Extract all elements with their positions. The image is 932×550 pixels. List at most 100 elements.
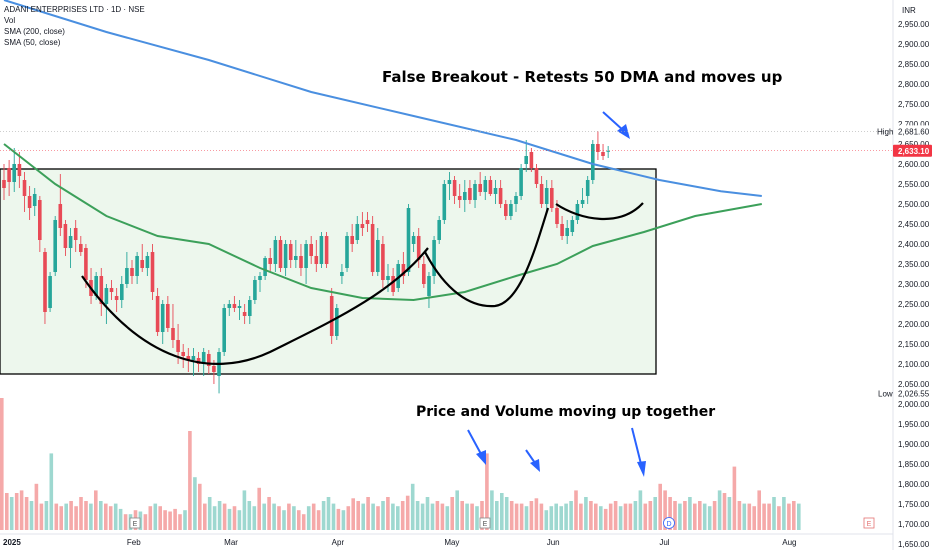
candle-body[interactable] — [278, 240, 283, 268]
candle-body[interactable] — [304, 244, 308, 268]
candle-body[interactable] — [12, 164, 16, 182]
candle-body[interactable] — [360, 224, 365, 228]
sma200-legend[interactable]: SMA (200, close) — [4, 27, 65, 36]
candle-body[interactable] — [473, 184, 477, 200]
candle-body[interactable] — [524, 156, 528, 164]
candle-body[interactable] — [186, 356, 191, 360]
candle-body[interactable] — [94, 276, 98, 296]
candle-body[interactable] — [340, 272, 344, 276]
candle-body[interactable] — [207, 354, 211, 366]
candle-body[interactable] — [422, 264, 426, 284]
candle-body[interactable] — [191, 356, 196, 360]
candle-body[interactable] — [242, 312, 247, 316]
candle-body[interactable] — [38, 200, 42, 240]
candle-body[interactable] — [457, 196, 462, 200]
candle-body[interactable] — [504, 204, 508, 216]
candle-body[interactable] — [232, 304, 237, 308]
candle-body[interactable] — [591, 144, 595, 180]
volume-legend[interactable]: Vol — [4, 16, 16, 25]
candle-body[interactable] — [258, 276, 262, 280]
candle-body[interactable] — [32, 194, 37, 206]
candle-body[interactable] — [43, 252, 47, 312]
candle-body[interactable] — [114, 296, 119, 300]
candle-body[interactable] — [63, 224, 68, 248]
earnings-marker-icon[interactable]: E — [863, 517, 875, 529]
candle-body[interactable] — [519, 168, 523, 196]
candle-body[interactable] — [171, 328, 175, 340]
candle-body[interactable] — [335, 308, 339, 336]
candle-body[interactable] — [145, 256, 150, 268]
candle-body[interactable] — [263, 258, 267, 276]
candle-body[interactable] — [452, 180, 457, 196]
candle-body[interactable] — [53, 220, 57, 272]
candle-body[interactable] — [606, 150, 610, 152]
candle-body[interactable] — [253, 280, 257, 300]
candle-body[interactable] — [104, 288, 109, 304]
candle-body[interactable] — [324, 236, 329, 264]
candle-body[interactable] — [401, 264, 406, 276]
candle-body[interactable] — [7, 168, 11, 182]
candle-body[interactable] — [309, 244, 313, 256]
candle-body[interactable] — [514, 196, 518, 204]
candle-body[interactable] — [570, 220, 575, 232]
candle-body[interactable] — [48, 276, 52, 308]
candle-body[interactable] — [237, 306, 242, 308]
candle-body[interactable] — [109, 288, 114, 292]
candle-body[interactable] — [416, 236, 421, 260]
candle-body[interactable] — [427, 276, 431, 296]
candle-body[interactable] — [314, 256, 319, 264]
candle-body[interactable] — [483, 180, 488, 192]
candle-body[interactable] — [299, 256, 303, 268]
candle-body[interactable] — [273, 240, 278, 264]
candle-body[interactable] — [406, 208, 411, 272]
candle-body[interactable] — [488, 180, 493, 194]
candle-body[interactable] — [181, 352, 185, 356]
candle-body[interactable] — [468, 188, 472, 200]
candle-body[interactable] — [84, 248, 88, 280]
candle-body[interactable] — [493, 188, 498, 194]
candle-body[interactable] — [575, 204, 580, 220]
candle-body[interactable] — [294, 256, 298, 260]
candle-body[interactable] — [288, 244, 293, 260]
candle-body[interactable] — [130, 268, 134, 276]
candle-body[interactable] — [227, 304, 232, 308]
candle-body[interactable] — [79, 244, 83, 252]
symbol-title[interactable]: ADANI ENTERPRISES LTD · 1D · NSE — [4, 5, 145, 14]
candle-body[interactable] — [345, 236, 349, 268]
candle-body[interactable] — [391, 276, 395, 292]
candle-body[interactable] — [411, 236, 416, 244]
candle-body[interactable] — [27, 196, 32, 208]
candle-body[interactable] — [437, 220, 441, 240]
candle-body[interactable] — [478, 184, 482, 192]
candle-body[interactable] — [22, 180, 27, 196]
candle-body[interactable] — [329, 296, 334, 336]
candle-body[interactable] — [498, 188, 503, 204]
candle-body[interactable] — [534, 168, 539, 184]
candle-body[interactable] — [509, 204, 513, 216]
candle-body[interactable] — [222, 308, 226, 352]
candle-body[interactable] — [544, 188, 549, 204]
candle-body[interactable] — [125, 268, 129, 284]
candle-body[interactable] — [580, 200, 585, 204]
candle-body[interactable] — [432, 240, 436, 276]
candle-body[interactable] — [355, 224, 360, 240]
candle-body[interactable] — [560, 224, 564, 236]
candle-body[interactable] — [396, 264, 400, 288]
candle-body[interactable] — [120, 284, 124, 300]
candle-body[interactable] — [463, 192, 467, 200]
candle-body[interactable] — [442, 184, 447, 220]
candle-body[interactable] — [17, 164, 22, 176]
candle-body[interactable] — [58, 204, 63, 228]
candle-body[interactable] — [268, 258, 272, 264]
candle-body[interactable] — [283, 244, 288, 268]
candle-body[interactable] — [212, 366, 216, 372]
candle-body[interactable] — [155, 296, 160, 332]
candle-body[interactable] — [99, 276, 104, 304]
candle-body[interactable] — [176, 340, 180, 352]
candle-body[interactable] — [596, 144, 600, 152]
candle-body[interactable] — [386, 276, 390, 280]
earnings-marker-icon[interactable]: E — [479, 517, 491, 529]
candle-body[interactable] — [201, 352, 206, 364]
candle-body[interactable] — [2, 180, 6, 188]
